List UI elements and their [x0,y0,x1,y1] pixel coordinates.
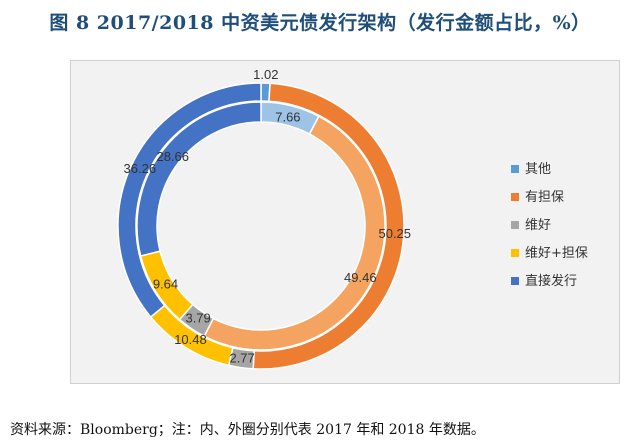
doughnut-chart: 7.66 49.46 3.79 9.64 28.66 1.02 50.25 2.77 10.48… [117,67,588,370]
outer-ring-2018 [117,82,405,370]
outer-value-label-1: 50.25 [378,226,411,241]
inner-ring-2017 [136,101,386,351]
data-labels: 7.66 49.46 3.79 9.64 28.66 1.02 50.25 2.77 10.48… [124,67,412,366]
legend-label-4: 直接发行 [525,273,577,289]
legend-swatch-0 [511,165,519,173]
inner-value-label-0: 7.66 [275,109,300,124]
inner-slice-4 [136,101,262,257]
legend-label-0: 其他 [525,162,551,177]
inner-value-label-2: 3.79 [185,311,210,326]
legend-swatch-3 [511,249,519,257]
chart-title: 图 8 2017/2018 中资美元债发行架构（发行金额占比，%） [49,12,591,34]
legend-swatch-2 [511,221,519,229]
outer-value-label-4: 36.26 [124,161,157,176]
outer-slice-4 [117,82,262,319]
legend-swatch-1 [511,193,519,201]
outer-value-label-2: 2.77 [229,351,254,366]
legend-label-3: 维好+担保 [525,246,588,261]
legend-label-2: 维好 [525,218,551,233]
legend-swatch-4 [511,277,519,285]
chart-area: 7.66 49.46 3.79 9.64 28.66 1.02 50.25 2.77 10.48… [70,60,620,384]
outer-value-label-0: 1.02 [253,67,278,82]
inner-value-label-3: 9.64 [153,276,178,291]
inner-value-label-4: 28.66 [156,149,189,164]
inner-value-label-1: 49.46 [344,270,377,285]
legend-label-1: 有担保 [525,190,564,205]
outer-value-label-3: 10.48 [174,332,207,347]
source-note: 资料来源：Bloomberg；注：内、外圈分别代表 2017 年和 2018 年… [10,422,485,438]
